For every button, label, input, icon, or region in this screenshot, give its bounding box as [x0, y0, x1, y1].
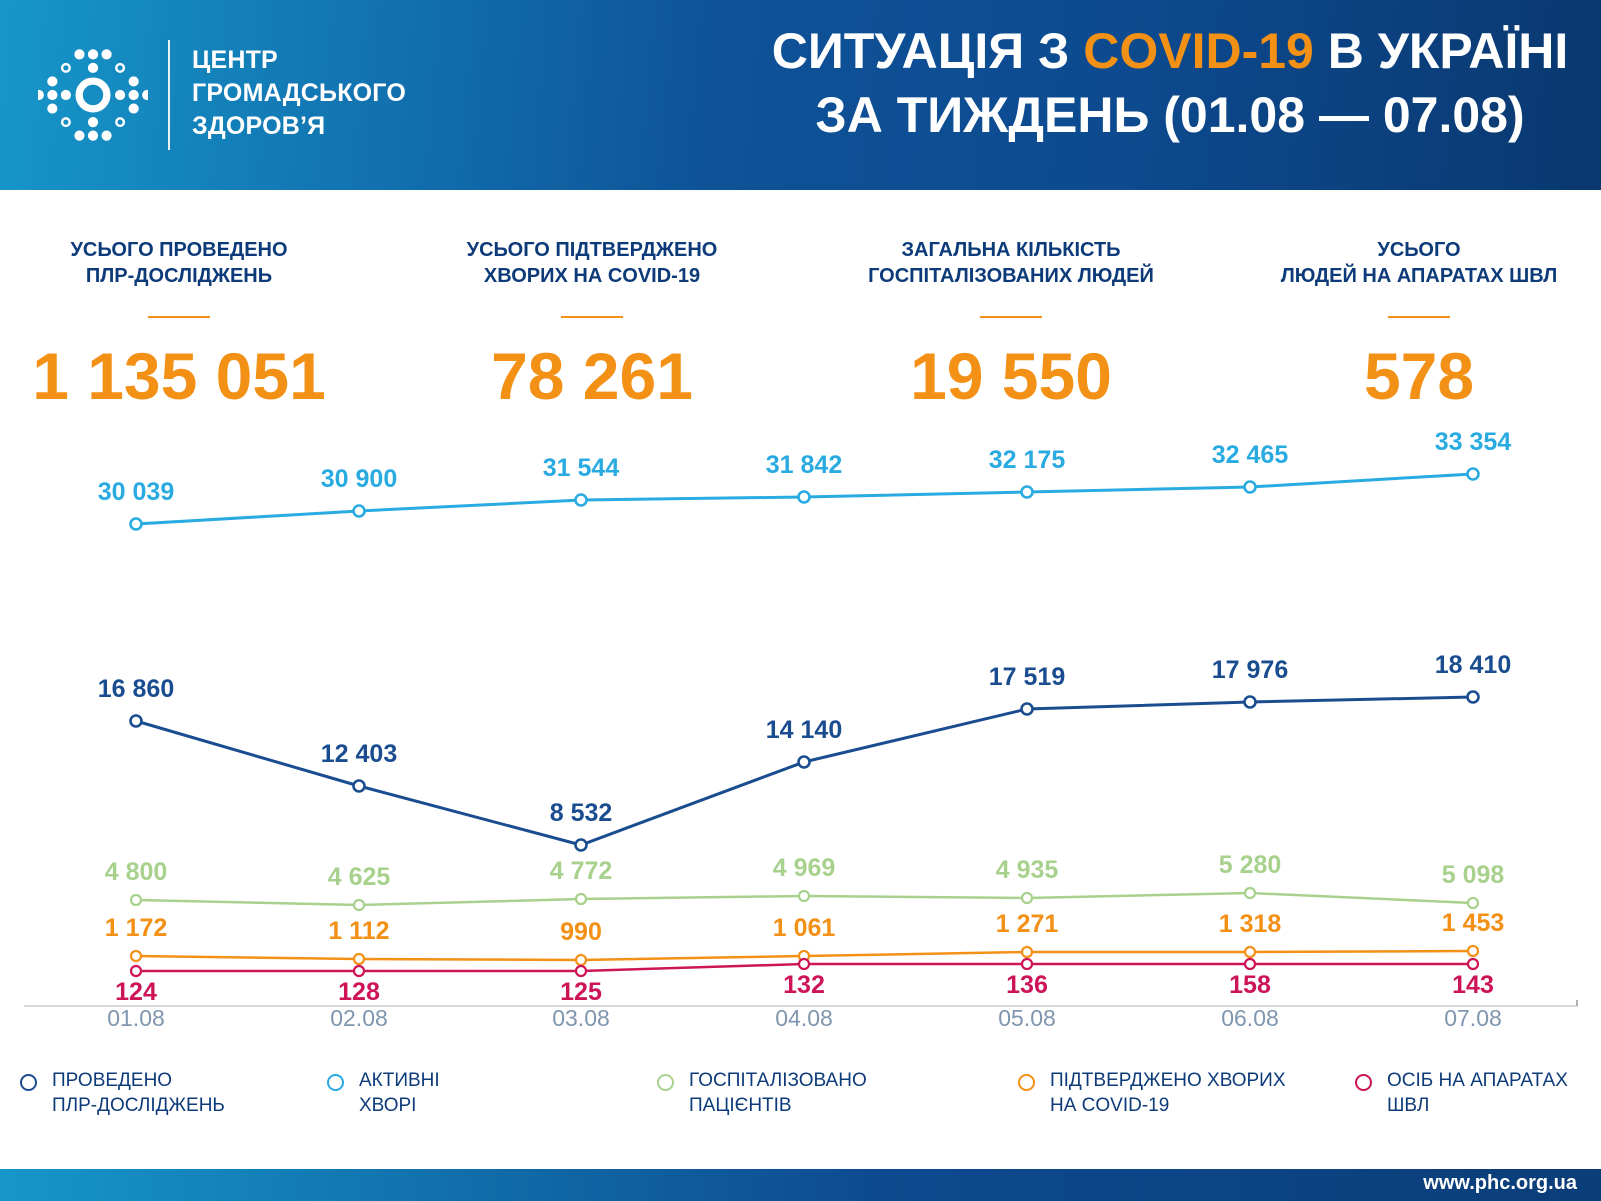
- svg-text:132: 132: [783, 971, 825, 999]
- svg-text:04.08: 04.08: [775, 1005, 833, 1031]
- svg-text:18 410: 18 410: [1435, 651, 1511, 679]
- svg-text:125: 125: [560, 978, 602, 1006]
- svg-text:990: 990: [560, 918, 602, 946]
- svg-text:32 175: 32 175: [989, 446, 1066, 474]
- svg-text:06.08: 06.08: [1221, 1005, 1279, 1031]
- svg-text:12 403: 12 403: [321, 740, 397, 768]
- svg-text:31 842: 31 842: [766, 451, 842, 479]
- svg-text:5 098: 5 098: [1442, 861, 1505, 889]
- svg-text:33 354: 33 354: [1435, 428, 1512, 456]
- svg-text:16 860: 16 860: [98, 675, 174, 703]
- svg-text:8 532: 8 532: [550, 799, 613, 827]
- svg-text:124: 124: [115, 978, 157, 1006]
- svg-text:4 625: 4 625: [328, 863, 391, 891]
- svg-text:17 519: 17 519: [989, 663, 1065, 691]
- svg-text:158: 158: [1229, 971, 1271, 999]
- svg-text:4 969: 4 969: [773, 854, 836, 882]
- svg-text:03.08: 03.08: [552, 1005, 610, 1031]
- svg-text:01.08: 01.08: [107, 1005, 165, 1031]
- svg-text:128: 128: [338, 978, 380, 1006]
- svg-text:1 271: 1 271: [996, 910, 1059, 938]
- svg-text:02.08: 02.08: [330, 1005, 388, 1031]
- svg-text:143: 143: [1452, 971, 1494, 999]
- svg-text:17 976: 17 976: [1212, 656, 1288, 684]
- svg-text:05.08: 05.08: [998, 1005, 1056, 1031]
- svg-text:4 772: 4 772: [550, 857, 613, 885]
- svg-text:1 318: 1 318: [1219, 910, 1282, 938]
- svg-text:07.08: 07.08: [1444, 1005, 1502, 1031]
- svg-text:1 172: 1 172: [105, 914, 168, 942]
- svg-text:30 900: 30 900: [321, 465, 397, 493]
- svg-text:1 453: 1 453: [1442, 909, 1505, 937]
- svg-text:14 140: 14 140: [766, 716, 842, 744]
- svg-text:4 800: 4 800: [105, 858, 168, 886]
- svg-text:31 544: 31 544: [543, 454, 620, 482]
- svg-text:1 061: 1 061: [773, 914, 836, 942]
- svg-text:136: 136: [1006, 971, 1048, 999]
- svg-text:30 039: 30 039: [98, 478, 174, 506]
- svg-text:5 280: 5 280: [1219, 851, 1282, 879]
- svg-text:1 112: 1 112: [328, 917, 389, 945]
- svg-text:32 465: 32 465: [1212, 441, 1289, 469]
- svg-text:4 935: 4 935: [996, 856, 1059, 884]
